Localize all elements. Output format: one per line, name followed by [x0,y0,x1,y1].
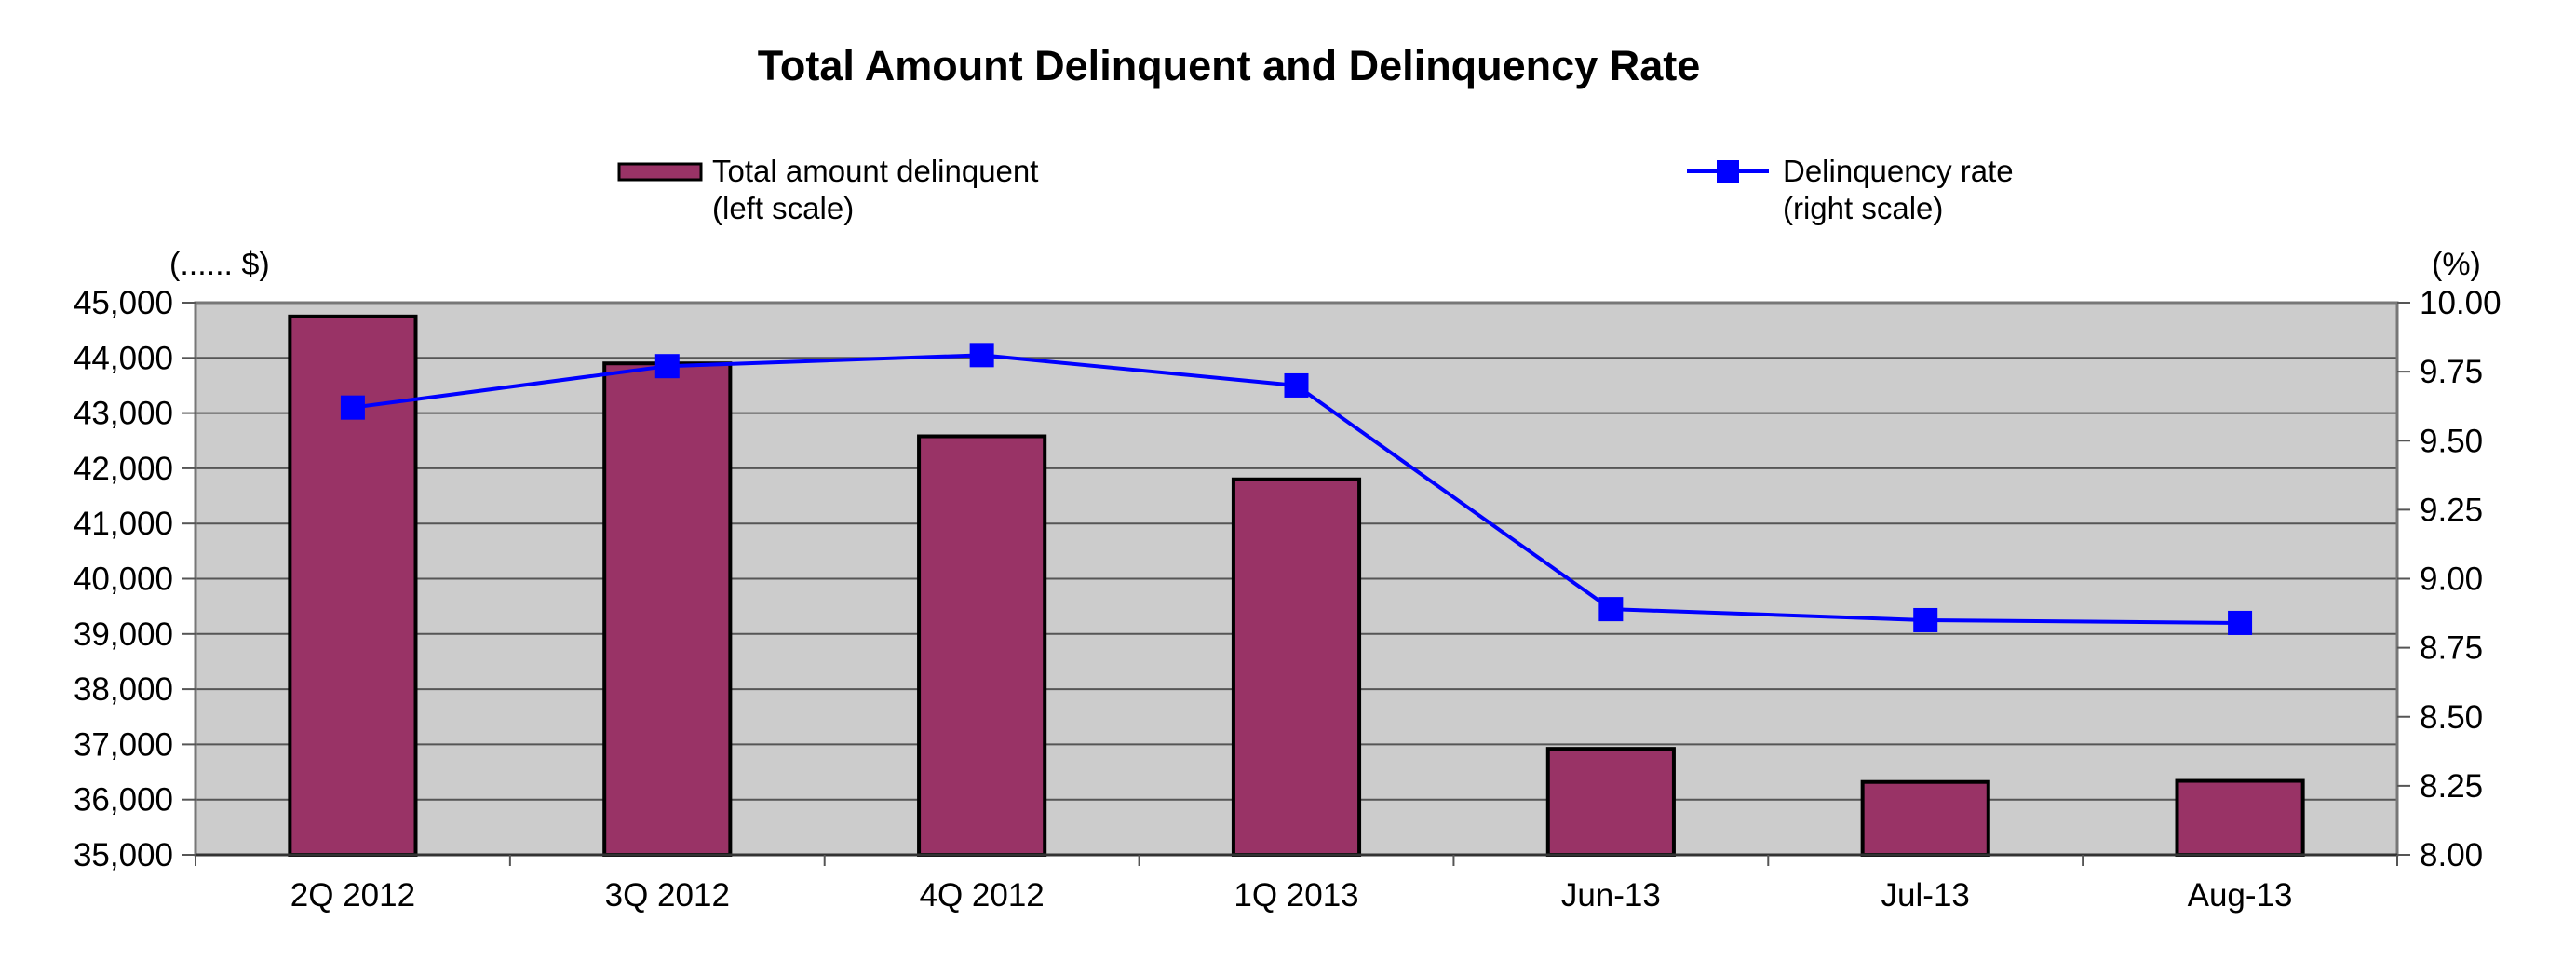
x-tick-label: 1Q 2013 [1234,877,1358,914]
right-tick-label: 9.00 [2420,562,2483,598]
legend-swatch-marker [1717,160,1739,183]
left-tick-label: 45,000 [74,285,173,321]
rate-marker [2228,610,2253,635]
left-tick-label: 43,000 [74,396,173,432]
right-tick-label: 9.75 [2420,354,2483,390]
x-tick-label: Aug-13 [2188,877,2293,914]
left-tick-label: 42,000 [74,451,173,487]
left-axis-unit-label: (...... $) [169,247,270,282]
right-tick-label: 8.25 [2420,768,2483,805]
bar [1545,747,1676,857]
bar [1231,477,1362,857]
bar [288,314,418,857]
rate-marker [654,354,680,379]
plot-area [194,301,2399,858]
rate-marker [1913,607,1938,632]
left-tick-label: 40,000 [74,562,173,598]
right-tick-label: 8.50 [2420,699,2483,736]
left-tick-label: 36,000 [74,782,173,819]
x-tick-label: 3Q 2012 [605,877,730,914]
rate-marker [340,395,365,420]
legend: Total amount delinquent (left scale) Deli… [617,154,2014,225]
rate-marker [1598,597,1624,622]
right-tick-label: 8.00 [2420,837,2483,873]
x-tick-label: Jul-13 [1881,877,1970,914]
right-tick-label: 9.50 [2420,423,2483,459]
left-tick-label: 38,000 [74,671,173,708]
legend-item-line: Delinquency rate (right scale) [1687,154,2014,225]
chart-title: Total Amount Delinquent and Delinquency … [758,42,1701,89]
rate-marker [969,343,994,368]
bar [917,434,1047,857]
bar [1860,779,1990,857]
left-tick-label: 44,000 [74,340,173,376]
left-tick-label: 35,000 [74,837,173,873]
left-tick-label: 37,000 [74,726,173,763]
bar-series [288,314,2305,858]
rate-marker [1284,372,1309,398]
bar [602,361,733,858]
legend-label-line: Delinquency rate (right scale) [1783,154,2014,225]
left-axis-ticks: 35,000 36,000 37,000 38,000 39,000 40,000 41,0… [74,285,196,873]
left-tick-label: 41,000 [74,506,173,542]
right-tick-label: 9.25 [2420,492,2483,528]
legend-label-bars: Total amount delinquent (left scale) [712,154,1038,225]
line-series [340,343,2253,635]
x-tick-label: 4Q 2012 [920,877,1045,914]
bar [2175,778,2305,858]
x-tick-label: 2Q 2012 [290,877,415,914]
legend-item-bars: Total amount delinquent (left scale) [617,154,1038,225]
x-tick-label: Jun-13 [1561,877,1661,914]
left-tick-label: 39,000 [74,616,173,653]
right-tick-label: 8.75 [2420,630,2483,667]
legend-swatch-bars [617,162,703,182]
right-axis-unit-label: (%) [2432,247,2481,282]
right-axis-ticks: 8.00 8.25 8.50 8.75 9.00 9.25 9.50 9.75 10.00 [2397,285,2502,873]
right-tick-label: 10.00 [2420,285,2502,321]
x-axis-ticks: 2Q 2012 3Q 2012 4Q 2012 1Q 2013 Jun-13 Jul-13… [195,855,2398,914]
